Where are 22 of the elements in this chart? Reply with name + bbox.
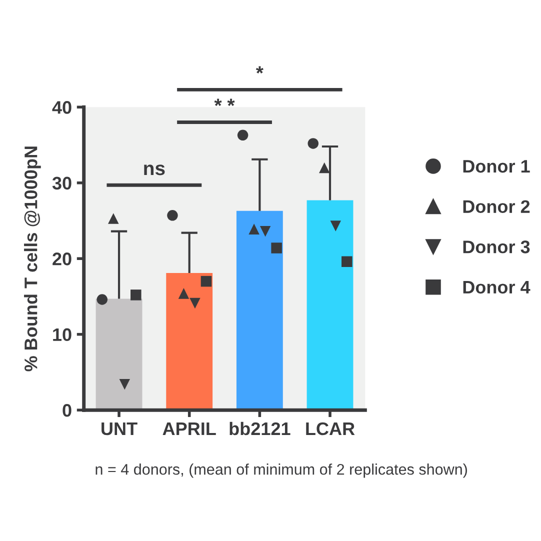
legend-label: Donor 4: [463, 281, 530, 294]
bar: [166, 272, 213, 410]
x-tick-label: APRIL: [162, 422, 216, 435]
y-tick-label: 0: [62, 404, 72, 417]
text: *: [256, 66, 264, 74]
text: * *: [214, 98, 235, 106]
legend-label: Donor 3: [463, 240, 530, 254]
x-tick-label: bb2121: [230, 422, 290, 436]
y-tick-label: 20: [52, 252, 72, 266]
x-tick-label: LCAR: [306, 422, 355, 436]
text: n = 4 donors, (mean of minimum of 2 replicates shown): [96, 464, 467, 478]
y-tick-label: 30: [52, 176, 72, 190]
annotation: ns: [144, 164, 165, 176]
bar: [96, 298, 142, 410]
bar: [236, 210, 283, 410]
bar: [306, 200, 354, 410]
y-tick-label: 10: [53, 328, 72, 342]
legend-label: Donor 2: [463, 200, 530, 213]
legend-label: Donor 1: [463, 160, 530, 173]
x-tick-label: UNT: [102, 422, 138, 436]
y-axis-title: % Bound T cells @1000pN: [24, 146, 41, 372]
y-tick-label: 40: [52, 101, 72, 114]
